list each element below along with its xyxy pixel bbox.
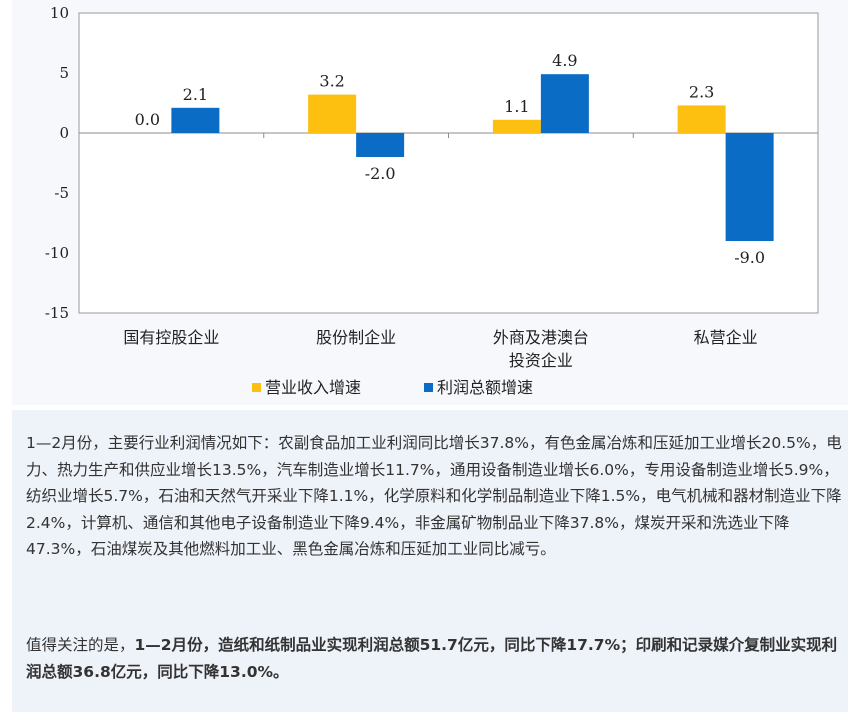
data-label: 2.1 <box>183 85 208 104</box>
bar-revenue <box>492 119 541 133</box>
bar-profit <box>171 107 220 133</box>
legend-label: 营业收入增速 <box>265 378 361 397</box>
x-category-label: 私营企业 <box>694 328 758 347</box>
plot-frame <box>78 12 819 314</box>
data-label: 1.1 <box>504 97 529 116</box>
paragraph-notable: 值得关注的是，1—2月份，造纸和纸制品业实现利润总额51.7亿元，同比下降17.… <box>26 632 844 685</box>
y-tick-label: 0 <box>59 124 69 142</box>
y-tick-label: 5 <box>59 64 69 82</box>
bar-revenue <box>308 94 357 133</box>
x-category-label: 国有控股企业 <box>123 328 219 347</box>
x-category-label: 投资企业 <box>509 351 573 370</box>
legend-swatch <box>252 383 261 392</box>
paragraph-notable-lead: 值得关注的是， <box>26 636 135 654</box>
data-label: 0.0 <box>135 110 160 129</box>
y-tick-label: -5 <box>54 184 69 202</box>
chart-panel: 10 5 0 -5 -10 -15 0.0 2.1 国有控股企业 3.2 -2.0 股份制企业 1.1 4… <box>12 0 848 405</box>
bar-chart: 10 5 0 -5 -10 -15 0.0 2.1 国有控股企业 3.2 -2.0 股份制企业 1.1 4… <box>45 4 819 397</box>
x-category-label: 股份制企业 <box>316 328 396 347</box>
y-tick-label: -15 <box>45 304 69 322</box>
data-label: 3.2 <box>319 72 344 91</box>
bar-profit <box>356 133 405 157</box>
paragraph-industry-profits: 1—2月份，主要行业利润情况如下：农副食品加工业利润同比增长37.8%，有色金属… <box>26 434 842 558</box>
x-category-label: 外商及港澳台 <box>493 328 589 347</box>
bar-profit <box>540 74 589 133</box>
y-tick-label: -10 <box>45 244 69 262</box>
bar-revenue <box>677 105 726 133</box>
data-label: 4.9 <box>552 51 577 70</box>
article-text-panel: 1—2月份，主要行业利润情况如下：农副食品加工业利润同比增长37.8%，有色金属… <box>12 410 848 712</box>
legend-swatch <box>424 383 433 392</box>
paragraph-notable-bold: 1—2月份，造纸和纸制品业实现利润总额51.7亿元，同比下降17.7%；印刷和记… <box>26 636 838 681</box>
bar-profit <box>725 133 774 241</box>
data-label: -2.0 <box>365 164 396 183</box>
data-label: 2.3 <box>689 82 714 101</box>
data-label: -9.0 <box>734 248 765 267</box>
y-tick-label: 10 <box>50 4 69 22</box>
legend-label: 利润总额增速 <box>437 378 533 397</box>
